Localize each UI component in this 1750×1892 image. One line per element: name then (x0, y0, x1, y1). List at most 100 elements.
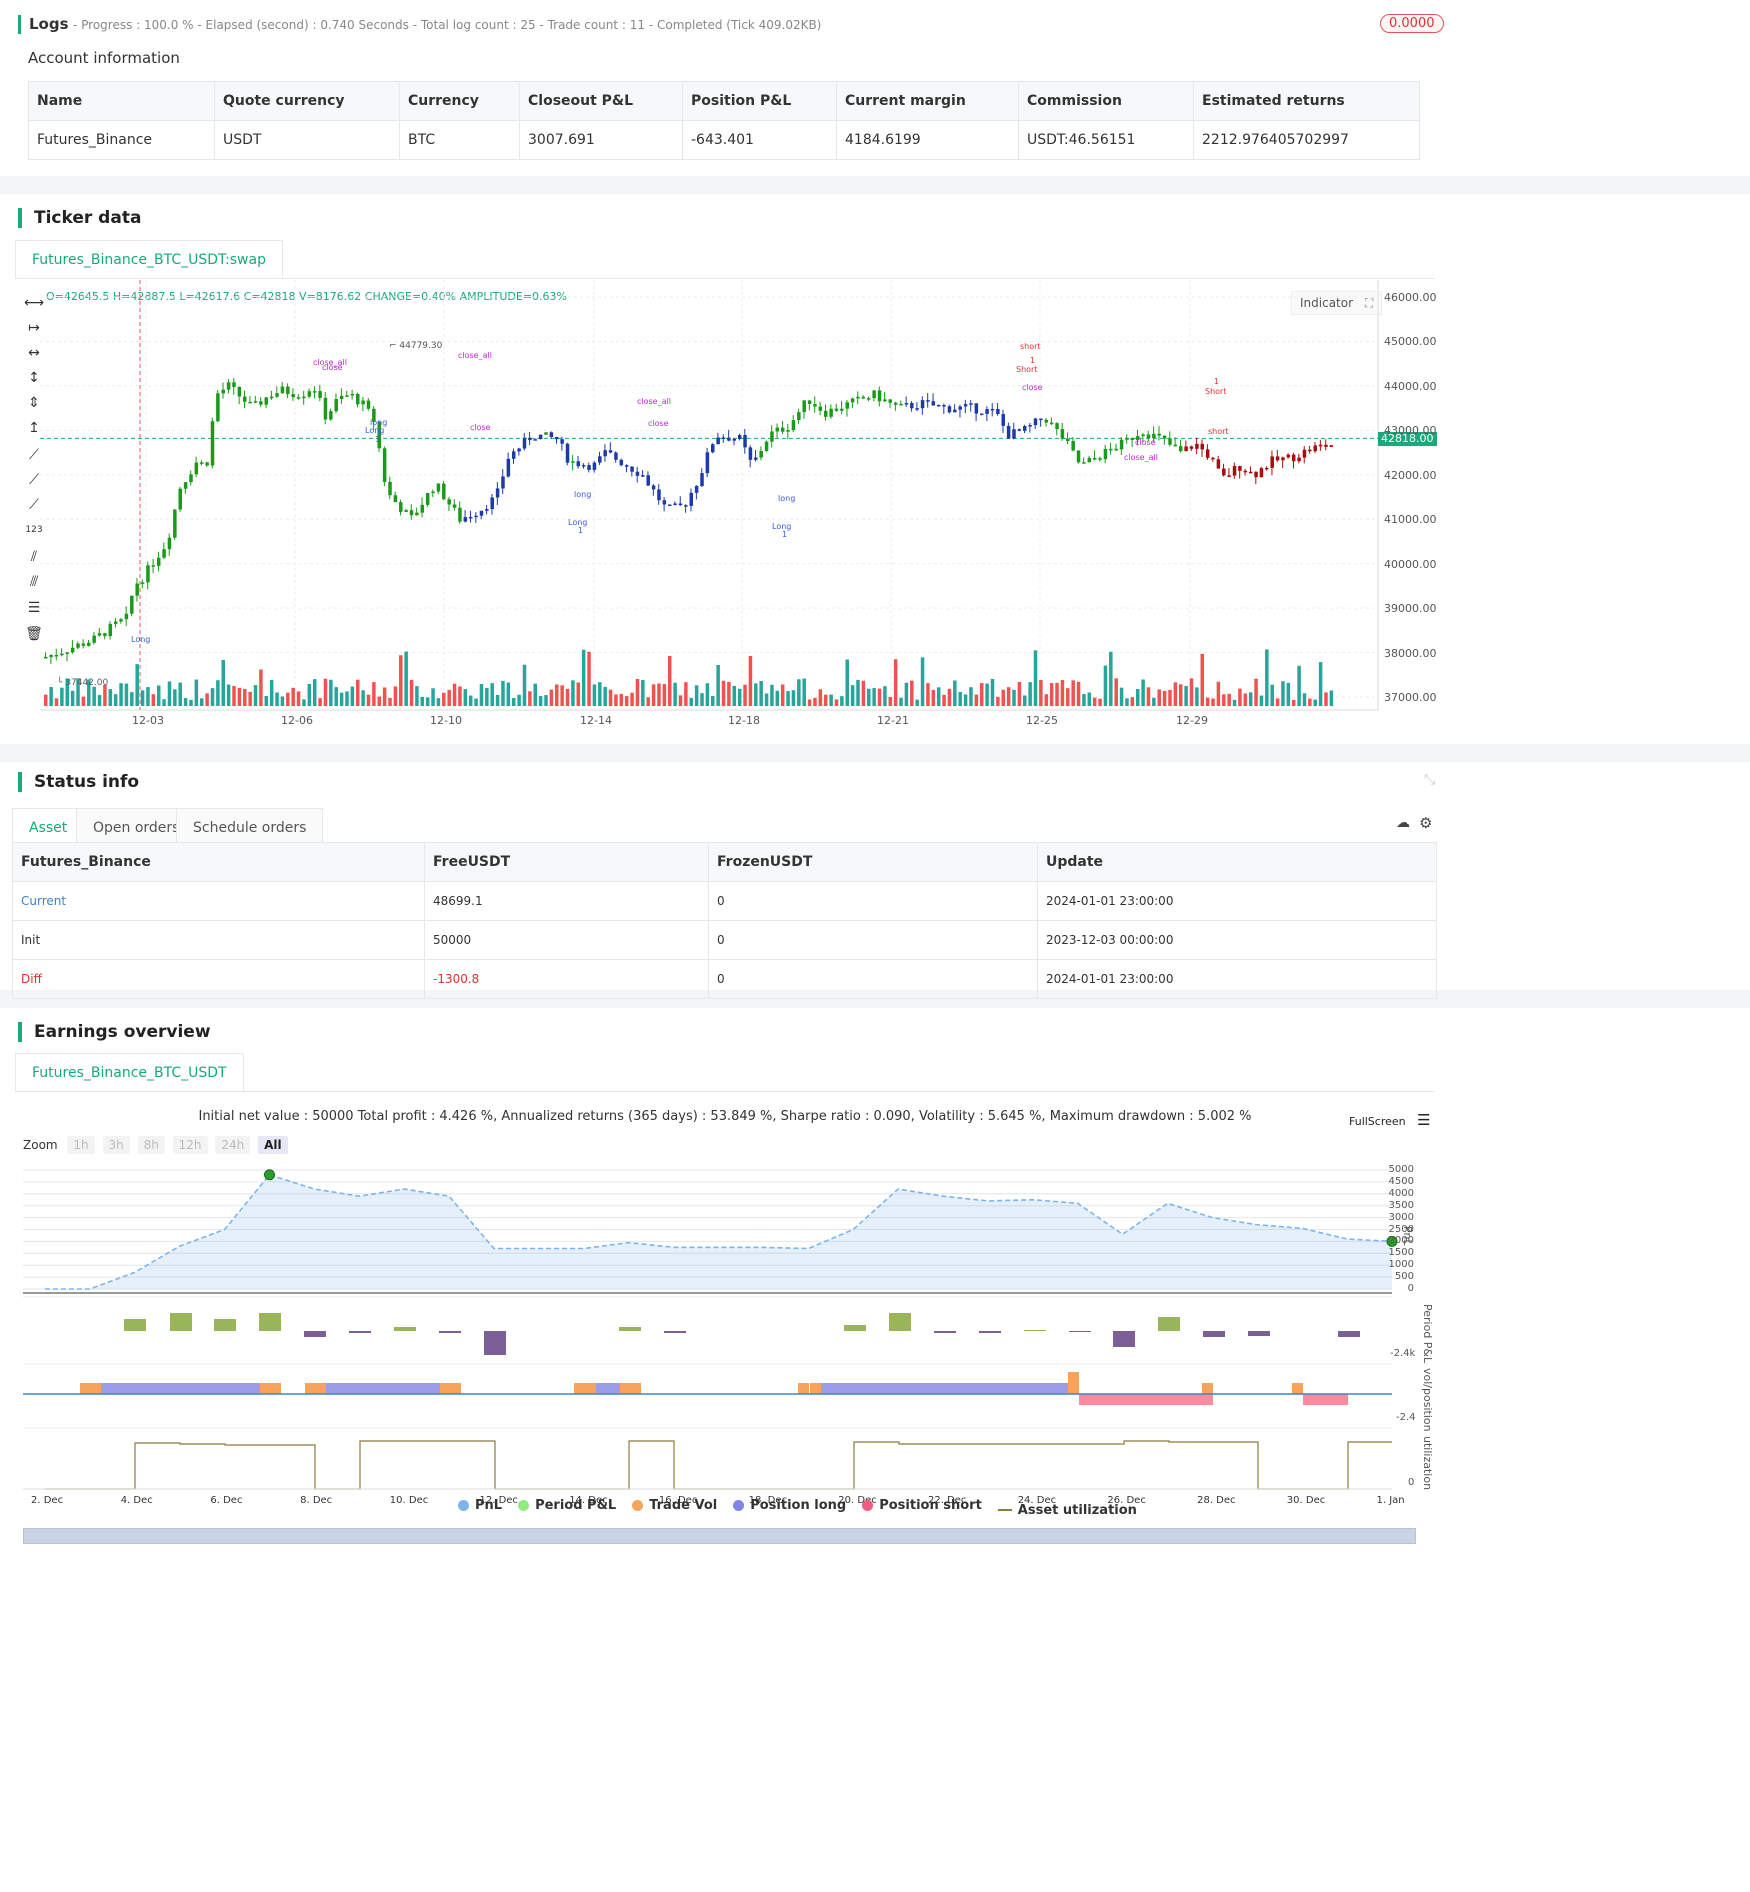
candle-body (1055, 423, 1059, 430)
legend-item[interactable]: Trade Vol (632, 1498, 717, 1513)
zoom-24h-button[interactable]: 24h (215, 1136, 251, 1154)
volume-bar (511, 697, 516, 706)
legend-item[interactable]: Asset utilization (997, 1503, 1137, 1518)
pnl-tick-label: 1500 (1388, 1247, 1414, 1259)
zoom-12h-button[interactable]: 12h (172, 1136, 208, 1154)
ruler-tool-icon[interactable]: ☰ (27, 600, 41, 616)
candle-body (818, 406, 823, 411)
asset-row-label: Diff (12, 959, 425, 999)
ticker-title: Ticker data (18, 208, 141, 228)
volume-bar (1302, 693, 1307, 706)
candle-body (1313, 445, 1317, 452)
volume-bar (1281, 681, 1285, 706)
trade-signal-label: 1 (1214, 377, 1219, 386)
candle-body (130, 595, 134, 614)
asset-cell: 0 (708, 959, 1038, 999)
account-header: Commission (1018, 81, 1194, 121)
time-tick-label: 12-10 (430, 714, 462, 727)
vertical-line-tool-icon[interactable]: ↕ (28, 370, 40, 386)
volume-bar (877, 688, 882, 706)
volume-bar (1216, 681, 1221, 706)
range-navigator[interactable] (23, 1528, 1416, 1544)
volume-bar (942, 694, 946, 706)
candle-body (1152, 433, 1156, 439)
legend-item[interactable]: Period P&L (518, 1498, 616, 1513)
earnings-chart[interactable] (0, 1158, 1440, 1558)
candle-body (436, 483, 441, 492)
zoom-1h-button[interactable]: 1h (67, 1136, 95, 1154)
candle-body (156, 557, 161, 566)
price-label-tool-icon[interactable]: 123 (25, 525, 43, 535)
volume-bar (721, 680, 726, 706)
candle-body (237, 386, 242, 397)
settings-gear-icon[interactable]: ⚙ (1419, 814, 1433, 832)
zoom-8h-button[interactable]: 8h (137, 1136, 165, 1154)
horizontal-line-tool-icon[interactable]: ⟷ (24, 295, 45, 311)
date-tick-label: 6. Dec (210, 1495, 243, 1506)
candle-body (979, 413, 984, 416)
account-cell: 4184.6199 (836, 120, 1019, 160)
price-tick-label: 39000.00 (1384, 602, 1437, 616)
candle-body (452, 504, 457, 508)
candle-body (759, 450, 763, 458)
ray-line-tool-icon[interactable]: ⟋ (29, 472, 39, 488)
menu-icon[interactable]: ☰ (1417, 1111, 1431, 1129)
candle-body (173, 509, 177, 538)
trash-icon[interactable]: 🗑 (25, 626, 43, 642)
zoom-label: Zoom (23, 1138, 58, 1152)
candle-body (926, 400, 930, 402)
volume-bar (259, 669, 263, 706)
candle-body (850, 398, 855, 403)
pnl-tick-label: 5000 (1388, 1164, 1414, 1175)
candle-body (1028, 425, 1032, 427)
volume-bar (775, 690, 780, 706)
volume-bar (44, 694, 48, 706)
volume-bar (291, 687, 295, 706)
asset-row-label: Init (12, 920, 425, 960)
vertical-segment-tool-icon[interactable]: ⇕ (28, 395, 40, 411)
candle-body (388, 481, 392, 496)
volume-bar (162, 699, 166, 706)
volume-bar (840, 696, 844, 706)
volume-bar (393, 686, 398, 706)
trade-signal-label: close (1135, 438, 1156, 447)
volume-bar (1098, 698, 1102, 706)
asset-row-label[interactable]: Current (12, 881, 425, 921)
fullscreen-button[interactable]: FullScreen ☰ (1349, 1111, 1431, 1129)
indicator-button[interactable]: Indicator ⛶ (1291, 291, 1383, 315)
volume-bar (183, 698, 188, 706)
tab-ticker-symbol[interactable]: Futures_Binance_BTC_USDT:swap (15, 240, 283, 279)
legend-item[interactable]: PnL (458, 1498, 502, 1513)
zoom-3h-button[interactable]: 3h (102, 1136, 130, 1154)
candle-body (549, 432, 554, 438)
fib-tool-icon[interactable]: ⫻ (29, 574, 39, 590)
candle-body (1222, 468, 1226, 476)
horizontal-ray-tool-icon[interactable]: ↦ (28, 320, 40, 336)
zoom-all-button[interactable]: All (258, 1136, 288, 1154)
candle-body (877, 390, 882, 402)
tab-earnings-symbol[interactable]: Futures_Binance_BTC_USDT (15, 1053, 244, 1092)
vertical-ray-tool-icon[interactable]: ↥ (28, 420, 40, 436)
volume-bar (199, 698, 204, 706)
collapse-icon[interactable]: ⤡ (1424, 772, 1436, 788)
legend-item[interactable]: Position short (862, 1498, 982, 1513)
candle-body (635, 471, 640, 476)
candlestick-chart[interactable]: close_allcloseclose_allcloseclose_allclo… (0, 280, 1440, 720)
candle-body (60, 653, 64, 656)
tab-schedule-orders[interactable]: Schedule orders (176, 808, 324, 847)
legend-label: Position short (879, 1498, 982, 1513)
volume-bar (990, 678, 995, 706)
candle-body (969, 403, 973, 405)
candle-body (248, 401, 252, 404)
position-long-bar (90, 1383, 270, 1394)
volume-bar (458, 686, 462, 706)
extended-line-tool-icon[interactable]: ↔ (28, 345, 40, 361)
legend-item[interactable]: Position long (733, 1498, 846, 1513)
trend-line-tool-icon[interactable]: ⟋ (29, 447, 39, 463)
cloud-download-icon[interactable]: ☁ (1396, 815, 1410, 831)
segment-tool-icon[interactable]: ⟋ (29, 497, 39, 513)
volume-bar (506, 682, 511, 706)
volume-bar (194, 679, 199, 706)
parallel-channel-tool-icon[interactable]: ⫽ (30, 549, 38, 565)
volume-bar (1023, 695, 1027, 706)
